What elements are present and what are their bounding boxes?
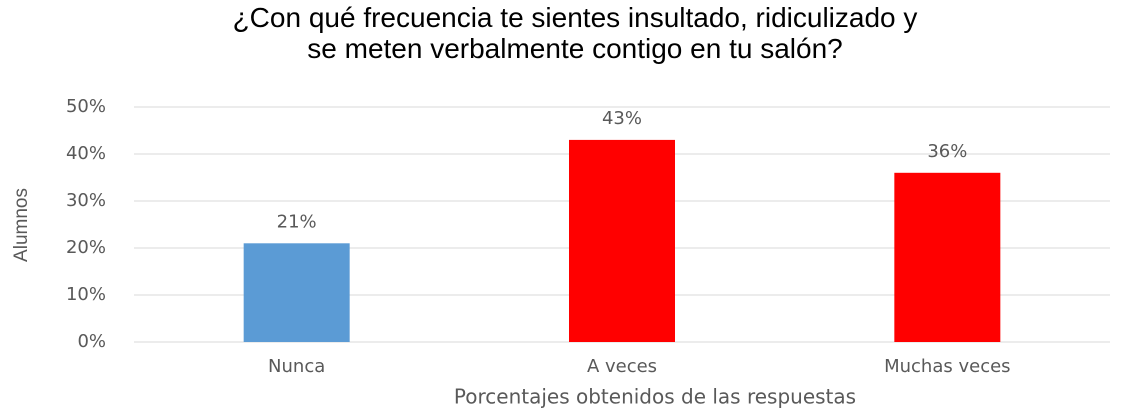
bar xyxy=(569,139,675,342)
x-tick-label: Nunca xyxy=(268,356,325,377)
y-tick-label: 40% xyxy=(66,143,106,164)
bar xyxy=(894,172,1001,342)
data-label: 36% xyxy=(927,141,967,162)
y-tick-label: 30% xyxy=(66,190,106,211)
y-axis-label: Alumnos xyxy=(11,188,32,262)
y-tick-label: 0% xyxy=(77,331,106,352)
data-label: 21% xyxy=(277,211,317,232)
bar xyxy=(243,243,350,342)
x-axis-label: Porcentajes obtenidos de las respuestas xyxy=(454,385,856,409)
y-tick-label: 50% xyxy=(66,96,106,117)
x-tick-label: A veces xyxy=(587,356,657,377)
data-label: 43% xyxy=(602,108,642,129)
chart-title: ¿Con qué frecuencia te sientes insultado… xyxy=(232,2,918,64)
y-tick-label: 10% xyxy=(66,284,106,305)
x-tick-label: Muchas veces xyxy=(884,356,1010,377)
y-tick-label: 20% xyxy=(66,237,106,258)
